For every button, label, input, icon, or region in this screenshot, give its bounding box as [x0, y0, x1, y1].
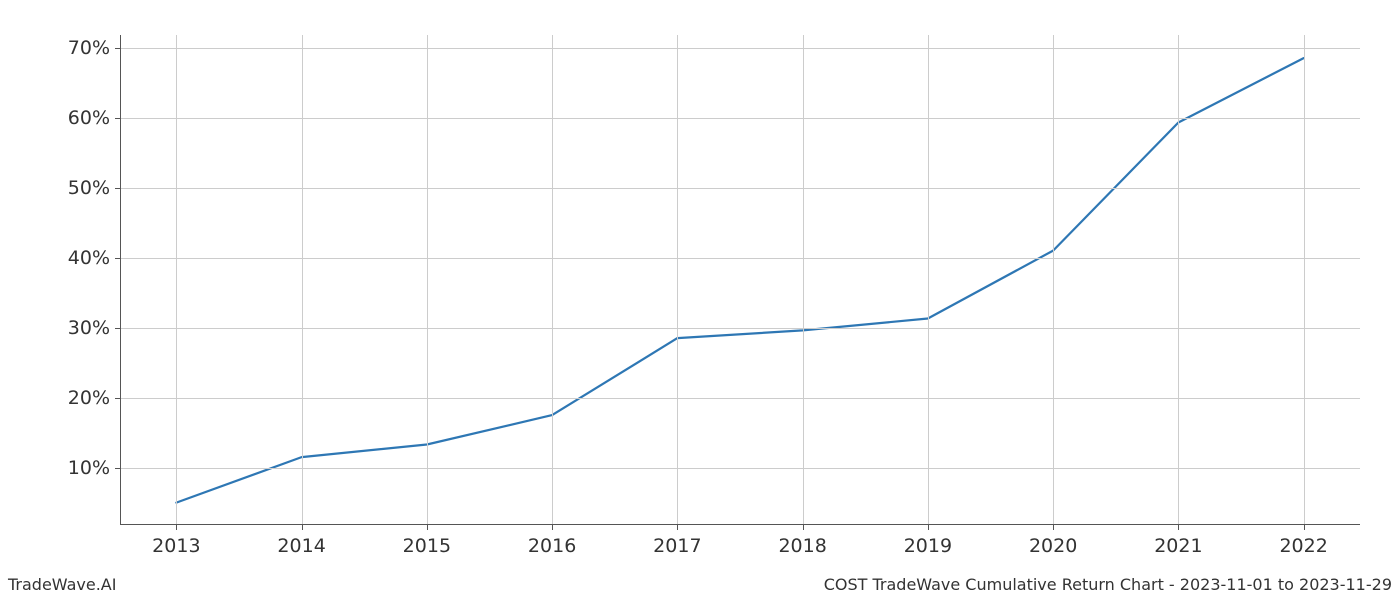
y-tick-label: 70%: [68, 37, 120, 59]
y-tick-label: 40%: [68, 247, 120, 269]
y-grid-line: [120, 328, 1360, 329]
x-tick-label: 2014: [277, 525, 325, 557]
x-grid-line: [176, 35, 177, 525]
x-tick-label: 2017: [653, 525, 701, 557]
x-tick-label: 2020: [1029, 525, 1077, 557]
x-grid-line: [1304, 35, 1305, 525]
x-grid-line: [1053, 35, 1054, 525]
x-tick-label: 2021: [1154, 525, 1202, 557]
x-grid-line: [803, 35, 804, 525]
footer-right-text: COST TradeWave Cumulative Return Chart -…: [824, 575, 1392, 594]
y-grid-line: [120, 468, 1360, 469]
y-axis-spine: [120, 35, 121, 525]
y-grid-line: [120, 258, 1360, 259]
plot-area: 10%20%30%40%50%60%70%2013201420152016201…: [120, 35, 1360, 525]
y-tick-label: 20%: [68, 387, 120, 409]
x-axis-spine: [120, 524, 1360, 525]
x-grid-line: [677, 35, 678, 525]
y-grid-line: [120, 188, 1360, 189]
x-grid-line: [1178, 35, 1179, 525]
x-tick-label: 2018: [778, 525, 826, 557]
return-line: [176, 58, 1303, 503]
x-grid-line: [928, 35, 929, 525]
y-grid-line: [120, 118, 1360, 119]
line-series: [120, 35, 1360, 525]
y-tick-label: 60%: [68, 107, 120, 129]
x-tick-label: 2013: [152, 525, 200, 557]
y-grid-line: [120, 48, 1360, 49]
chart-container: 10% 20% 30% 40% 50% 60% 70% 2013 2014 2015 2016 201…: [0, 0, 1400, 600]
y-grid-line: [120, 398, 1360, 399]
x-grid-line: [302, 35, 303, 525]
x-grid-line: [552, 35, 553, 525]
x-tick-label: 2015: [403, 525, 451, 557]
x-tick-label: 2016: [528, 525, 576, 557]
y-tick-label: 30%: [68, 317, 120, 339]
x-grid-line: [427, 35, 428, 525]
x-tick-label: 2022: [1279, 525, 1327, 557]
y-tick-label: 50%: [68, 177, 120, 199]
x-tick-label: 2019: [904, 525, 952, 557]
y-tick-label: 10%: [68, 457, 120, 479]
footer-left-text: TradeWave.AI: [8, 575, 116, 594]
